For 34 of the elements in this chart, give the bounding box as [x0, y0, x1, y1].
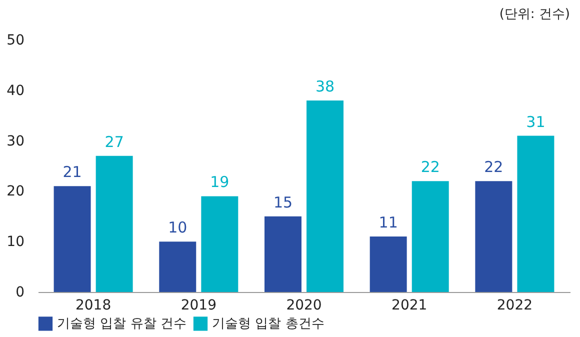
- bar: [475, 181, 512, 292]
- y-tick-label: 50: [6, 32, 24, 48]
- bar: [54, 186, 91, 292]
- x-tick-label: 2018: [75, 298, 112, 314]
- bar: [264, 216, 302, 292]
- x-tick-label: 2021: [392, 298, 428, 314]
- bar: [306, 100, 344, 292]
- x-tick-label: 2019: [180, 298, 216, 314]
- bar: [159, 242, 196, 292]
- data-label: 31: [526, 112, 546, 131]
- bar: [96, 156, 133, 292]
- bar: [412, 181, 449, 292]
- data-label: 10: [168, 218, 188, 237]
- data-label: 38: [315, 77, 335, 96]
- data-label: 11: [378, 214, 398, 232]
- legend-label: 기술형 입찰 총건수: [212, 316, 324, 332]
- y-tick-label: 0: [16, 284, 24, 300]
- y-tick-label: 30: [6, 133, 24, 150]
- data-label: 22: [420, 158, 440, 176]
- bar: [201, 196, 238, 292]
- data-label: 22: [484, 158, 504, 176]
- data-label: 27: [104, 132, 124, 151]
- data-label: 21: [62, 163, 82, 182]
- bar: [517, 136, 554, 292]
- y-tick-label: 10: [6, 234, 24, 250]
- data-label: 19: [210, 173, 230, 192]
- y-tick-label: 40: [6, 82, 24, 99]
- text: (단위: 건수): [499, 7, 570, 22]
- y-tick-label: 20: [6, 184, 24, 200]
- x-tick-label: 2020: [286, 298, 322, 314]
- x-tick-label: 2022: [496, 298, 533, 314]
- bar: [370, 236, 407, 292]
- data-label: 15: [273, 193, 293, 212]
- legend-label: 기술형 입찰 유찰 건수: [57, 316, 186, 332]
